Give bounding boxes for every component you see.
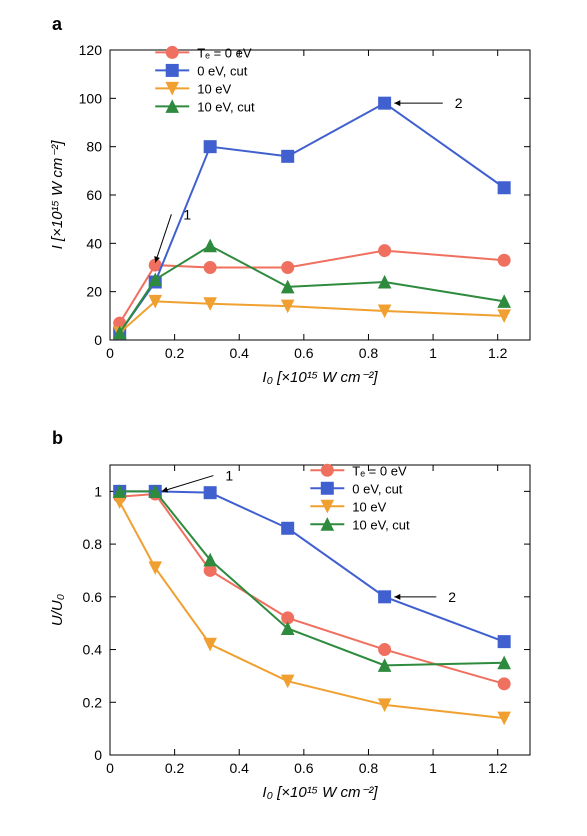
ytick-label: 40 [86, 235, 102, 251]
series-line [120, 103, 504, 333]
legend-label: 10 eV, cut [197, 99, 255, 114]
x-axis-label: I₀ [×10¹⁵ W cm⁻²] [262, 784, 378, 801]
annotation-label: 2 [448, 589, 456, 605]
ytick-label: 1 [94, 483, 102, 499]
chart-svg: 00.20.40.60.811.2020406080100120I₀ [×10¹… [0, 0, 587, 836]
ytick-label: 60 [86, 187, 102, 203]
legend-label: Tₑ = 0 eV [197, 45, 252, 60]
annotation-arrow [155, 214, 171, 262]
ytick-label: 120 [79, 42, 103, 58]
series-line [120, 502, 504, 718]
annotation-label: 1 [225, 468, 233, 484]
ytick-label: 0 [94, 747, 102, 763]
ytick-label: 0.2 [83, 694, 103, 710]
legend-label: 10 eV, cut [352, 517, 410, 532]
xtick-label: 1 [429, 760, 437, 776]
legend: Tₑ = 0 eV 0 eV, cut 10 eV 10 eV, cut [310, 463, 410, 532]
x-axis-label: I₀ [×10¹⁵ W cm⁻²] [262, 369, 378, 386]
series-line [120, 491, 504, 641]
ytick-label: 0 [94, 332, 102, 348]
ytick-label: 0.8 [83, 536, 103, 552]
panel-a-label: a [52, 14, 62, 35]
series-line [120, 491, 504, 665]
xtick-label: 1 [429, 345, 437, 361]
xtick-label: 0.4 [229, 760, 249, 776]
ytick-label: 100 [79, 90, 103, 106]
xtick-label: 0 [106, 760, 114, 776]
xtick-label: 0 [106, 345, 114, 361]
legend-label: 10 eV [197, 81, 231, 96]
legend-label: 0 eV, cut [197, 63, 248, 78]
legend-label: 10 eV [352, 499, 386, 514]
legend: Tₑ = 0 eV 0 eV, cut 10 eV 10 eV, cut [155, 45, 255, 114]
xtick-label: 0.4 [229, 345, 249, 361]
xtick-label: 0.8 [359, 345, 379, 361]
panel-a: 0 0.2 0.4 0.6 0.8 1 1.2 0 20 40 60 80 100 120 I₀ [×10¹… [49, 42, 530, 386]
ytick-label: 0.4 [83, 642, 103, 658]
ytick-label: 0.6 [83, 589, 103, 605]
series-line [120, 251, 504, 324]
series-line [120, 494, 504, 684]
ytick-label: 80 [86, 139, 102, 155]
xtick-label: 0.6 [294, 345, 314, 361]
xtick-label: 0.2 [165, 760, 185, 776]
xtick-label: 0.6 [294, 760, 314, 776]
ytick-label: 20 [86, 284, 102, 300]
y-axis-label: I [×10¹⁵ W cm⁻²] [49, 140, 66, 250]
xtick-label: 0.8 [359, 760, 379, 776]
annotation-label: 1 [183, 206, 191, 222]
xtick-label: 1.2 [488, 760, 508, 776]
legend-label: 0 eV, cut [352, 481, 403, 496]
series-line [120, 246, 504, 333]
xtick-label: 1.2 [488, 345, 508, 361]
figure-page: a b 00.20.40.60.811.2020406080100120I₀ [… [0, 0, 587, 836]
legend-label: Tₑ = 0 eV [352, 463, 407, 478]
series-line [120, 301, 504, 332]
panel-b: 0 0.2 0.4 0.6 0.8 1 1.2 0 0.2 0.4 0.6 0.8 1 I₀ [×10¹⁵… [49, 463, 530, 801]
annotation-label: 2 [455, 95, 463, 111]
y-axis-label: U/U₀ [49, 594, 66, 626]
xtick-label: 0.2 [165, 345, 185, 361]
panel-b-label: b [52, 428, 63, 449]
